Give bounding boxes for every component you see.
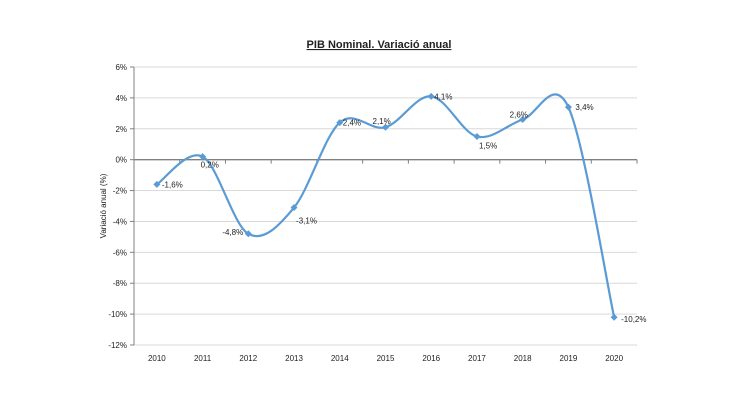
data-point-marker xyxy=(290,204,298,212)
data-label: -10,2% xyxy=(621,315,646,324)
data-point-marker xyxy=(519,116,527,124)
series-line xyxy=(156,93,616,318)
y-axis-label: Variació anual (%) xyxy=(99,173,108,238)
x-tick-label: 2019 xyxy=(560,354,578,363)
x-tick-label: 2014 xyxy=(331,354,349,363)
y-tick-label: 6% xyxy=(115,63,127,72)
x-tick-label: 2015 xyxy=(377,354,395,363)
data-label: -1,6% xyxy=(162,180,183,189)
data-label: 1,5% xyxy=(479,142,497,151)
x-tick-label: 2020 xyxy=(605,354,623,363)
data-point-marker xyxy=(427,92,435,100)
y-tick-label: -12% xyxy=(108,341,127,350)
y-tick-label: -6% xyxy=(113,248,127,257)
y-tick-label: -8% xyxy=(113,279,127,288)
data-point-marker xyxy=(473,133,481,140)
x-tick-label: 2017 xyxy=(468,354,486,363)
data-label: 2,1% xyxy=(373,117,391,126)
data-label: 4,1% xyxy=(434,92,452,101)
data-label: 2,6% xyxy=(510,111,528,120)
data-point-marker xyxy=(199,153,207,161)
chart-title: PIB Nominal. Variació anual xyxy=(307,39,452,51)
x-tick-label: 2010 xyxy=(148,354,166,363)
x-tick-label: 2013 xyxy=(285,354,303,363)
y-tick-label: 2% xyxy=(115,125,127,134)
data-point-marker xyxy=(244,230,252,238)
x-tick-label: 2018 xyxy=(514,354,532,363)
y-tick-label: -10% xyxy=(108,310,127,319)
data-label: 2,4% xyxy=(343,119,361,128)
x-tick-label: 2016 xyxy=(422,354,440,363)
data-label: 0,2% xyxy=(201,161,219,170)
data-point-marker xyxy=(336,119,344,127)
y-tick-label: 4% xyxy=(115,94,127,103)
y-tick-label: -2% xyxy=(113,187,127,196)
data-point-marker xyxy=(382,123,389,131)
data-point-marker xyxy=(610,313,618,321)
data-point-marker xyxy=(153,180,161,188)
data-label: 3,4% xyxy=(575,103,593,112)
data-label: -4,8% xyxy=(222,228,243,237)
x-tick-label: 2012 xyxy=(239,354,257,363)
y-tick-label: -4% xyxy=(113,217,127,226)
y-tick-label: 0% xyxy=(115,156,127,165)
data-label: -3,1% xyxy=(296,217,317,226)
data-point-marker xyxy=(564,103,572,111)
x-tick-label: 2011 xyxy=(194,354,212,363)
